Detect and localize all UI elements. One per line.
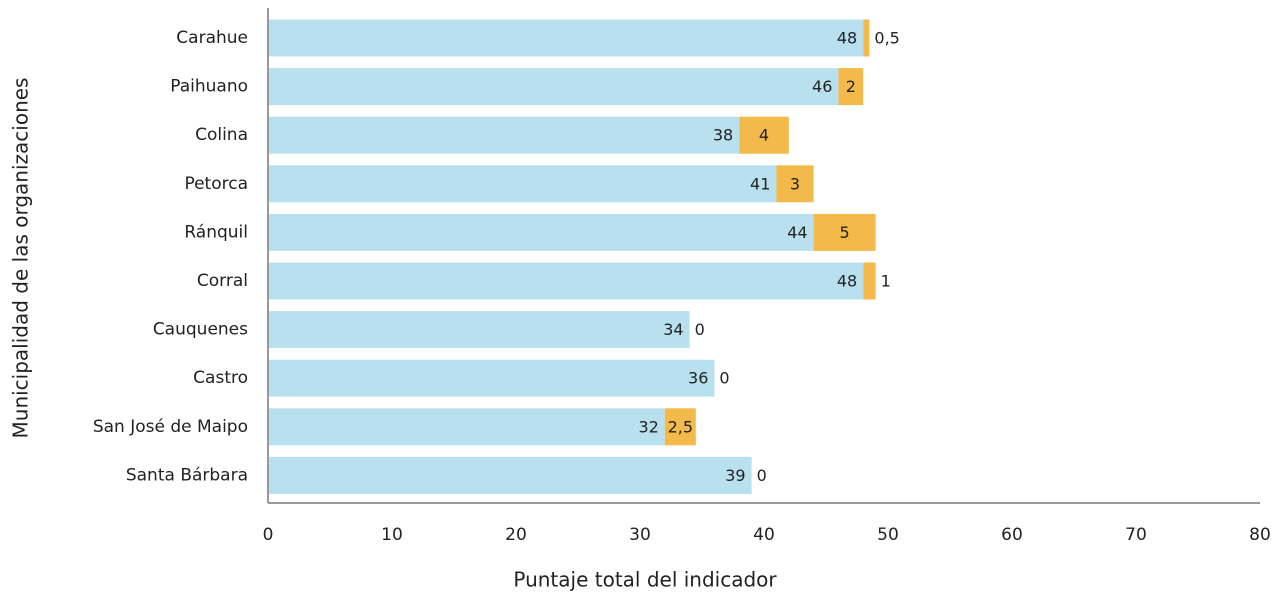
value-label: 2 <box>846 77 856 96</box>
value-label: 0 <box>719 369 729 388</box>
value-label: 39 <box>725 466 745 485</box>
bar-segment <box>813 213 876 251</box>
value-label: 5 <box>840 223 850 242</box>
value-label: 1 <box>881 272 891 291</box>
value-label: 36 <box>688 369 708 388</box>
bar-segment <box>268 19 864 57</box>
value-label: 0 <box>695 320 705 339</box>
y-tick-label: Castro <box>193 368 248 388</box>
value-label: 41 <box>750 174 770 193</box>
bar-segment <box>268 68 839 106</box>
bar-segment <box>838 68 864 106</box>
bar-segment <box>268 116 740 154</box>
value-label: 0 <box>757 466 767 485</box>
x-tick-label: 50 <box>877 525 899 545</box>
value-label: 0,5 <box>874 29 899 48</box>
value-label: 44 <box>787 223 807 242</box>
value-label: 2,5 <box>668 417 693 436</box>
x-tick-label: 0 <box>263 525 274 545</box>
y-axis-label: Municipalidad de las organizaciones <box>9 78 33 439</box>
x-tick-label: 60 <box>1001 525 1023 545</box>
bar-segment <box>268 262 864 300</box>
bar-segment <box>268 408 665 446</box>
bar-segment <box>664 408 696 446</box>
y-tick-label: Ránquil <box>184 222 248 242</box>
bar-segment <box>863 19 870 57</box>
bar-segment <box>268 359 715 397</box>
x-tick-label: 40 <box>753 525 775 545</box>
y-tick-label: Paihuano <box>170 77 248 97</box>
bar-segment <box>776 165 814 203</box>
value-label: 48 <box>837 29 857 48</box>
value-label: 4 <box>759 126 769 145</box>
y-tick-label: Santa Bárbara <box>126 465 248 485</box>
y-tick-label: San José de Maipo <box>93 417 248 437</box>
value-label: 46 <box>812 77 832 96</box>
bar-segment <box>268 311 690 349</box>
y-tick-label: Petorca <box>184 174 248 194</box>
bar-segment <box>268 456 752 494</box>
value-label: 34 <box>663 320 683 339</box>
x-tick-label: 20 <box>505 525 527 545</box>
x-tick-label: 10 <box>381 525 403 545</box>
y-tick-label: Corral <box>197 271 248 291</box>
value-label: 32 <box>638 417 658 436</box>
x-tick-label: 70 <box>1125 525 1147 545</box>
x-tick-label: 80 <box>1249 525 1271 545</box>
y-tick-label: Carahue <box>176 28 248 48</box>
bar-segment <box>739 116 789 154</box>
bar-segment <box>268 213 814 251</box>
y-tick-label: Colina <box>195 125 248 145</box>
bar-segment <box>268 165 777 203</box>
y-tick-label: Cauquenes <box>153 320 248 340</box>
value-label: 38 <box>713 126 733 145</box>
x-tick-label: 30 <box>629 525 651 545</box>
value-label: 3 <box>790 174 800 193</box>
value-label: 48 <box>837 272 857 291</box>
x-axis-label: Puntaje total del indicador <box>513 568 777 592</box>
bar-segment <box>863 262 876 300</box>
